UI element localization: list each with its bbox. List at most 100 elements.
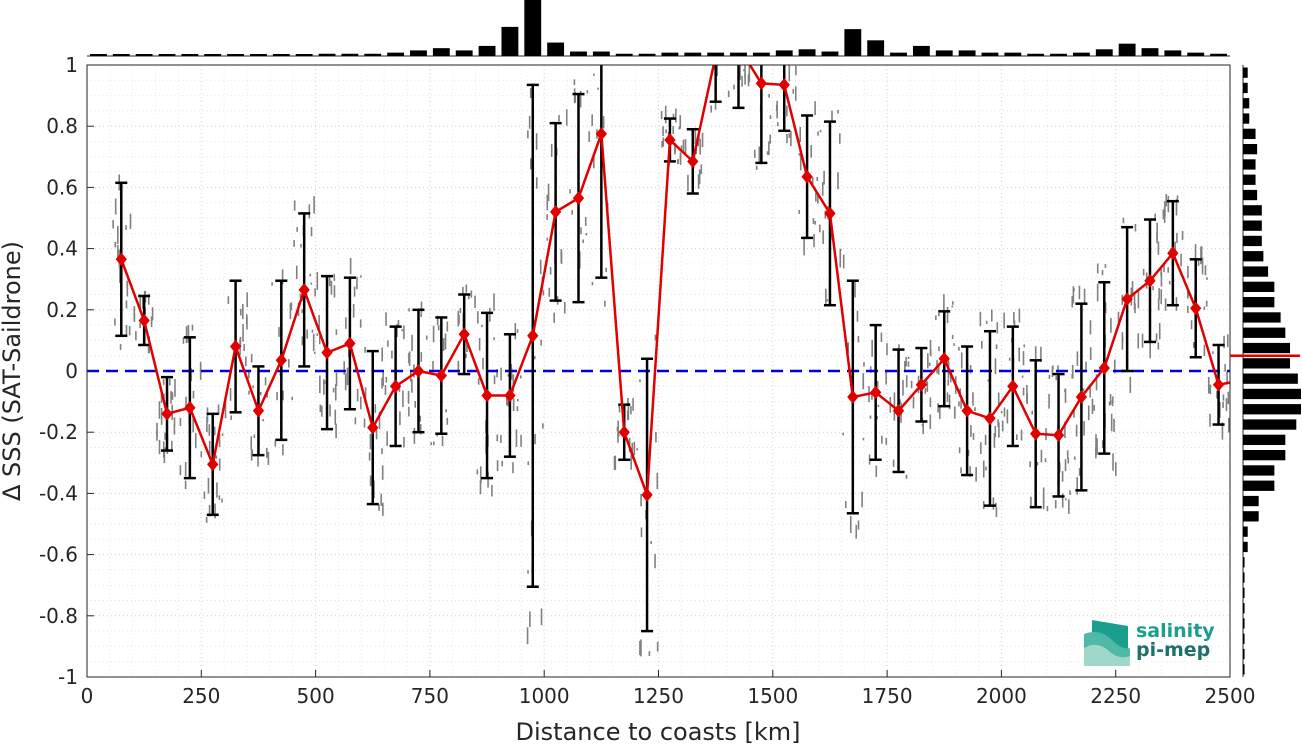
scatter-sample: [313, 351, 316, 354]
scatter-sample: [1078, 468, 1081, 476]
right-histogram-bar: [1243, 495, 1259, 507]
scatter-sample: [151, 307, 154, 321]
scatter-sample: [548, 287, 551, 297]
series-point: [504, 388, 516, 403]
scatter-sample: [465, 353, 467, 358]
scatter-sample: [970, 425, 972, 437]
scatter-sample: [381, 377, 383, 389]
scatter-sample: [819, 129, 822, 133]
series-point: [938, 351, 950, 366]
scatter-sample: [995, 506, 998, 518]
scatter-sample: [1192, 342, 1195, 348]
top-histogram-bar: [981, 52, 999, 56]
scatter-sample: [1021, 375, 1024, 378]
scatter-sample: [1226, 334, 1229, 348]
scatter-sample: [126, 281, 129, 297]
scatter-sample: [837, 109, 839, 114]
scatter-sample: [675, 108, 677, 123]
scatter-sample: [1133, 292, 1136, 310]
right-histogram-bar: [1243, 541, 1248, 553]
scatter-sample: [627, 398, 629, 405]
top-histogram: [87, 0, 1230, 57]
top-histogram-bar: [318, 53, 336, 56]
scatter-sample: [1117, 311, 1120, 324]
scatter-sample: [243, 343, 245, 351]
top-histogram-bar: [1004, 52, 1022, 56]
scatter-sample: [349, 257, 352, 275]
scatter-sample: [496, 369, 498, 378]
scatter-sample: [529, 87, 532, 99]
scatter-sample: [1067, 457, 1070, 464]
series-point: [207, 457, 219, 472]
scatter-sample: [171, 392, 174, 400]
series-point: [1167, 246, 1179, 260]
scatter-sample: [1076, 477, 1078, 495]
scatter-sample: [842, 432, 845, 436]
scatter-sample: [125, 325, 128, 337]
scatter-sample: [282, 444, 284, 456]
scatter-sample: [444, 333, 447, 350]
scatter-sample: [938, 346, 940, 352]
y-tick-label: -0.2: [39, 420, 78, 444]
scatter-sample: [516, 329, 519, 333]
scatter-sample: [1003, 407, 1006, 417]
scatter-sample: [993, 433, 996, 448]
scatter-sample: [569, 189, 571, 194]
scatter-sample: [218, 433, 221, 448]
scatter-sample: [1064, 421, 1066, 438]
top-histogram-bar: [912, 45, 930, 56]
scatter-sample: [605, 267, 607, 273]
scatter-sample: [929, 414, 932, 429]
x-ticks: 0 250 500 750 1000 1250 1500 1750 2000 2250 2500: [81, 670, 1255, 708]
scatter-sample: [542, 423, 544, 429]
scatter-sample: [520, 434, 522, 447]
right-histogram-bar: [1243, 235, 1262, 247]
scatter-sample: [814, 220, 817, 225]
scatter-sample: [1096, 283, 1099, 302]
scatter-sample: [743, 69, 745, 72]
scatter-sample: [929, 397, 932, 408]
scatter-sample: [477, 378, 480, 385]
scatter-sample: [330, 280, 333, 295]
scatter-sample: [299, 293, 302, 298]
scatter-sample: [1110, 318, 1112, 333]
scatter-sample: [573, 79, 576, 86]
scatter-sample: [1087, 405, 1090, 421]
scatter-sample: [1163, 207, 1166, 223]
scatter-sample: [665, 129, 667, 134]
scatter-sample: [1141, 333, 1144, 348]
scatter-sample: [900, 412, 902, 423]
scatter-sample: [597, 87, 599, 90]
scatter-sample: [458, 314, 460, 324]
scatter-sample: [1222, 394, 1225, 401]
scatter-sample: [526, 627, 529, 645]
scatter-sample: [266, 447, 268, 458]
scatter-sample: [407, 390, 410, 404]
scatter-sample: [1048, 374, 1051, 379]
scatter-sample: [1055, 375, 1057, 381]
y-tick-label: -0.8: [39, 604, 78, 628]
scatter-sample: [951, 305, 954, 308]
scatter-sample: [345, 317, 347, 329]
scatter-sample: [777, 122, 779, 127]
scatter-sample: [496, 460, 499, 472]
scatter-sample: [139, 322, 141, 329]
scatter-sample: [862, 382, 865, 390]
scatter-sample: [267, 451, 270, 465]
series-point: [778, 78, 790, 92]
scatter-sample: [433, 441, 435, 446]
scatter-sample: [457, 360, 460, 376]
scatter-sample: [613, 456, 616, 470]
scatter-sample: [943, 294, 945, 311]
scatter-sample: [329, 404, 331, 417]
scatter-sample: [535, 133, 538, 150]
right-histogram-bar: [1243, 205, 1262, 216]
scatter-sample: [391, 350, 393, 359]
scatter-sample: [987, 379, 990, 382]
error-bar: [732, 65, 745, 110]
right-histogram-bar: [1243, 373, 1298, 384]
scatter-sample: [156, 422, 158, 437]
scatter-sample: [904, 361, 906, 372]
scatter-sample: [1095, 374, 1098, 391]
scatter-sample: [862, 373, 865, 386]
